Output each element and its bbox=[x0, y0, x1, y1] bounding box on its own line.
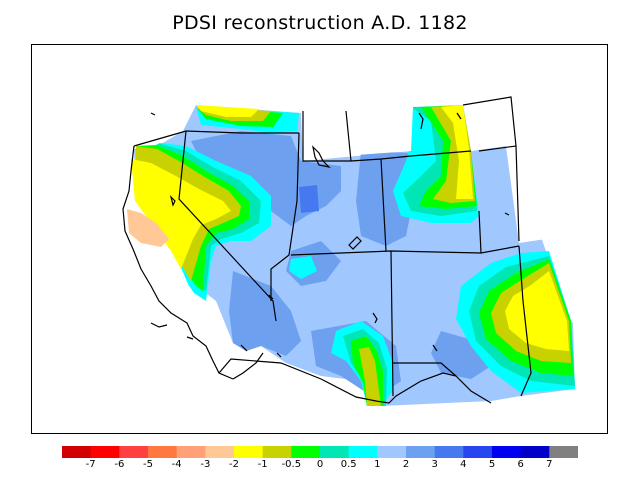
lake-powell bbox=[372, 312, 378, 324]
legend-swatch bbox=[549, 446, 578, 458]
mountain-lake-1 bbox=[418, 112, 424, 130]
legend-swatch bbox=[119, 446, 149, 458]
legend-swatch bbox=[520, 446, 550, 458]
legend-tick-label: 6 bbox=[517, 459, 524, 470]
salton-sea bbox=[268, 294, 274, 300]
legend-tick-label: -7 bbox=[85, 459, 96, 470]
border-ut-wy bbox=[380, 158, 387, 252]
state-boundaries bbox=[122, 96, 532, 404]
lakes bbox=[169, 112, 510, 352]
legend-tick-label: 3 bbox=[431, 459, 438, 470]
border-wy-id bbox=[345, 110, 352, 162]
border-ca-nv bbox=[178, 130, 277, 322]
legend-swatch bbox=[176, 446, 206, 458]
legend-swatch bbox=[90, 446, 120, 458]
border-co-ks bbox=[478, 210, 482, 254]
legend-swatch bbox=[320, 446, 350, 458]
legend-swatch bbox=[406, 446, 436, 458]
channel-islands bbox=[150, 112, 282, 358]
legend-tick-label: 1 bbox=[374, 459, 381, 470]
legend-tick-label: 0 bbox=[316, 459, 324, 470]
legend-swatch bbox=[291, 446, 321, 458]
legend-tick-label: -4 bbox=[171, 459, 182, 470]
legend-swatch bbox=[234, 446, 264, 458]
legend-tick-label: -2 bbox=[229, 459, 239, 470]
legend-tick-label: -5 bbox=[143, 459, 153, 470]
island-5 bbox=[276, 352, 282, 358]
island-4 bbox=[240, 344, 248, 352]
legend-tick-label: -6 bbox=[114, 459, 125, 470]
legend-tick-label: 0.5 bbox=[340, 459, 357, 470]
drought-yellow-north-strip bbox=[196, 105, 259, 117]
legend-swatch bbox=[463, 446, 493, 458]
coastline-west bbox=[122, 145, 234, 380]
border-co-wy bbox=[350, 150, 472, 162]
color-scale-legend bbox=[62, 446, 578, 458]
legend-swatch bbox=[348, 446, 378, 458]
color-scale-tick-labels: -7 -6 -5 -4 -3 -2 -1 -0.5 0 0.5 1 2 3 4 5 6 7 bbox=[0, 459, 640, 475]
drought-peach-coast bbox=[127, 209, 169, 247]
legend-tick-label: 7 bbox=[546, 459, 553, 470]
lake-tahoe bbox=[169, 195, 176, 207]
border-nv-az-ut bbox=[270, 132, 300, 301]
legend-swatch bbox=[148, 446, 178, 458]
wet-zone-southeast bbox=[431, 331, 496, 379]
border-ok-tx bbox=[518, 245, 532, 397]
wet-zone-southwest bbox=[229, 271, 301, 356]
legend-tick-label: 5 bbox=[488, 459, 496, 470]
baja-peninsula bbox=[232, 352, 264, 380]
border-az-nm bbox=[390, 250, 394, 397]
ocean-mask bbox=[32, 45, 607, 433]
wet-zone-east bbox=[356, 151, 413, 246]
border-ut-co bbox=[290, 245, 520, 256]
border-nm-tx bbox=[393, 362, 457, 377]
legend-tick-label: 2 bbox=[402, 459, 410, 470]
legend-tick-label: -1 bbox=[257, 459, 268, 470]
legend-tick-label: -0.5 bbox=[281, 459, 302, 470]
island-3 bbox=[186, 336, 194, 340]
north-mask-left bbox=[129, 45, 607, 243]
drought-yellow-northeast bbox=[441, 105, 473, 199]
legend-swatch bbox=[205, 446, 235, 458]
border-or-ca-nv bbox=[133, 130, 299, 147]
ring-cyan-center bbox=[289, 256, 317, 279]
great-salt-lake bbox=[312, 145, 331, 168]
legend-swatch bbox=[377, 446, 407, 458]
mountain-lake-3 bbox=[504, 212, 510, 216]
legend-swatch bbox=[62, 446, 92, 458]
drought-yellow-northwest bbox=[131, 159, 231, 269]
island-2 bbox=[150, 322, 168, 328]
wet-zone-core bbox=[299, 185, 319, 213]
map-panel bbox=[31, 44, 608, 434]
mountain-lake-4 bbox=[432, 344, 438, 352]
legend-swatch bbox=[262, 446, 292, 458]
lake-mead bbox=[348, 236, 362, 250]
pdsi-map bbox=[32, 45, 607, 433]
legend-swatch bbox=[434, 446, 464, 458]
border-nd-sd bbox=[462, 96, 517, 147]
island-1 bbox=[150, 112, 156, 116]
ring-olive-south bbox=[359, 347, 381, 406]
legend-tick-label: -3 bbox=[200, 459, 211, 470]
map-title: PDSI reconstruction A.D. 1182 bbox=[172, 12, 468, 34]
drought-yellow-east bbox=[505, 271, 569, 351]
color-scale-bar bbox=[62, 446, 578, 458]
legend-swatch bbox=[492, 446, 522, 458]
legend-tick-label: 4 bbox=[460, 459, 467, 470]
border-id-mt bbox=[302, 111, 351, 162]
mountain-lake-2 bbox=[456, 112, 462, 120]
